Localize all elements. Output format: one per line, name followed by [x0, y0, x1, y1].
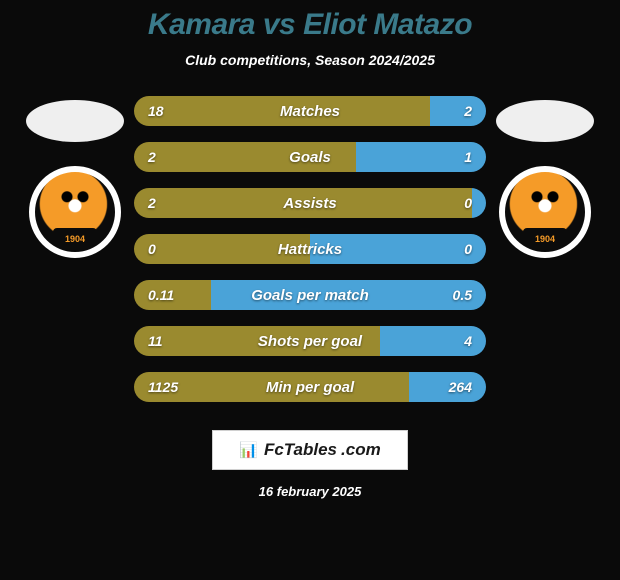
- stat-row: 2 Assists 0: [134, 188, 486, 218]
- stat-value-left: 2: [148, 149, 156, 165]
- stat-value-left: 11: [148, 333, 163, 349]
- subtitle: Club competitions, Season 2024/2025: [185, 52, 435, 68]
- stat-value-right: 264: [449, 379, 472, 395]
- player-b-name: Eliot Matazo: [303, 8, 472, 41]
- stat-value-right: 0.5: [453, 287, 472, 303]
- footer: 📊 FcTables.com 16 february 2025: [212, 430, 407, 499]
- stat-label: Goals per match: [251, 287, 369, 304]
- player-b-club-badge: 1904: [499, 166, 591, 258]
- stat-value-left: 1125: [148, 379, 178, 395]
- stat-label: Assists: [283, 195, 336, 212]
- stat-value-right: 0: [464, 241, 472, 257]
- chart-icon: 📊: [239, 441, 258, 459]
- stat-value-left: 2: [148, 195, 156, 211]
- comparison-card: Kamara vs Eliot Matazo Club competitions…: [0, 0, 620, 580]
- stat-bar-right: [430, 96, 486, 126]
- stat-row: 2 Goals 1: [134, 142, 486, 172]
- stat-value-left: 0: [148, 241, 156, 257]
- player-a-name: Kamara: [148, 8, 255, 41]
- stat-row: 18 Matches 2: [134, 96, 486, 126]
- tiger-icon: [525, 186, 565, 222]
- stat-bar-right: [472, 188, 486, 218]
- stat-label: Goals: [289, 149, 331, 166]
- vs-separator: vs: [263, 8, 295, 41]
- club-year-right: 1904: [535, 234, 555, 244]
- stat-value-right: 1: [464, 149, 472, 165]
- stat-label: Hattricks: [278, 241, 342, 258]
- stat-label: Min per goal: [266, 379, 354, 396]
- left-player-col: 1904: [20, 96, 130, 258]
- stat-value-left: 0.11: [148, 287, 174, 303]
- stat-value-right: 2: [464, 103, 472, 119]
- stats-list: 18 Matches 2 2 Goals 1 2 Assists 0 0 Hattricks 0 0.1…: [130, 96, 490, 402]
- tiger-icon: [55, 186, 95, 222]
- date-label: 16 february 2025: [259, 484, 362, 499]
- right-player-col: 1904: [490, 96, 600, 258]
- brand-link[interactable]: 📊 FcTables.com: [212, 430, 407, 470]
- player-b-portrait: [496, 100, 594, 142]
- brand-suffix: .com: [341, 440, 381, 460]
- stat-row: 0 Hattricks 0: [134, 234, 486, 264]
- stat-label: Shots per goal: [258, 333, 362, 350]
- stat-value-right: 0: [464, 195, 472, 211]
- player-a-portrait: [26, 100, 124, 142]
- stat-row: 11 Shots per goal 4: [134, 326, 486, 356]
- brand-name: FcTables: [264, 440, 337, 460]
- main-row: 1904 18 Matches 2 2 Goals 1 2 Assists 0 0 Hattrick…: [0, 96, 620, 402]
- stat-row: 1125 Min per goal 264: [134, 372, 486, 402]
- stat-value-right: 4: [464, 333, 472, 349]
- stat-label: Matches: [280, 103, 340, 120]
- club-year-left: 1904: [65, 234, 85, 244]
- stat-value-left: 18: [148, 103, 164, 119]
- page-title: Kamara vs Eliot Matazo: [148, 8, 472, 42]
- stat-bar-right: [409, 372, 486, 402]
- player-a-club-badge: 1904: [29, 166, 121, 258]
- stat-row: 0.11 Goals per match 0.5: [134, 280, 486, 310]
